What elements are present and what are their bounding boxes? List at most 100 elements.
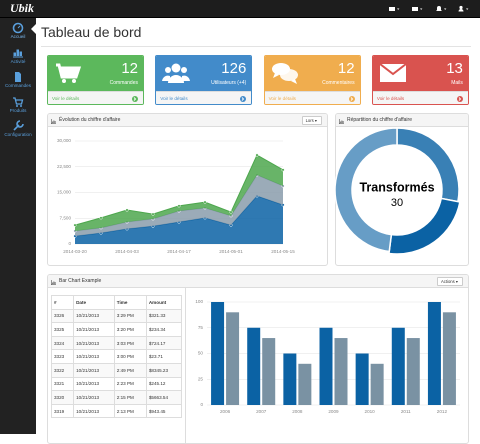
arrow-icon	[456, 96, 463, 102]
sidebar-icon	[13, 120, 24, 131]
sidebar-label[interactable]: Activité	[10, 58, 26, 64]
table-cell: 3323	[50, 349, 75, 364]
stat-value: 13	[446, 60, 463, 77]
user-icon[interactable]	[459, 5, 463, 10]
sidebar: Accueil Activité Commandes Produits Configur…	[0, 18, 36, 434]
table-cell: 10/21/2013	[73, 403, 115, 419]
bell-icon[interactable]	[436, 6, 442, 11]
donut-panel: Répartition du chiffre d'affaire	[335, 113, 469, 266]
panel-icon	[51, 280, 56, 285]
panel-heading: Bar Chart Example Actions ▾	[48, 275, 468, 288]
sidebar-label[interactable]: Produits	[9, 107, 27, 113]
sidebar-item[interactable]: Accueil	[0, 22, 36, 39]
table-row: 3322 10/21/2013 2:49 PM $8345.23	[50, 362, 183, 378]
table-row: 3321 10/21/2013 2:23 PM $245.12	[50, 376, 183, 392]
panel-title: Répartition du chiffre d'affaire	[347, 117, 412, 123]
arrow-icon	[132, 96, 138, 102]
table-cell: 3320	[50, 390, 75, 405]
stat-link[interactable]: Voir le détails	[160, 96, 188, 101]
stat-label: Commandes	[109, 80, 138, 86]
stat-label: Mails	[451, 80, 463, 86]
sidebar-item[interactable]: Activité	[0, 47, 36, 64]
panel-heading: Répartition du chiffre d'affaire	[336, 114, 468, 127]
stat-head: 126 Utilisateurs (+4)	[156, 56, 252, 91]
dropdown[interactable]: Lors ▾	[301, 116, 322, 125]
page-title: Tableau de bord	[41, 24, 142, 40]
sidebar-item[interactable]: Commandes	[0, 71, 36, 88]
table-cell: 3:29 PM	[113, 308, 147, 324]
stat-icon	[162, 63, 191, 83]
table-cell: 3321	[50, 376, 75, 392]
stat-footer[interactable]: Voir le détails	[372, 91, 468, 104]
table-cell: $5663.54	[145, 390, 183, 405]
table-cell: $234.34	[145, 322, 183, 337]
orders-table: # Date Time Amount 3326 10/21/2013 3:29 PM $321…	[50, 295, 183, 419]
dropdown-label[interactable]: Actions	[441, 279, 455, 284]
tasks-icon[interactable]	[412, 7, 418, 11]
sidebar-label[interactable]: Accueil	[10, 34, 26, 39]
table-cell: $321.33	[145, 308, 183, 324]
table-cell: 10/21/2013	[73, 349, 115, 364]
panel-title: Bar Chart Example	[59, 278, 102, 284]
dropdown[interactable]: Actions ▾	[437, 277, 463, 286]
table-cell: 10/21/2013	[73, 362, 115, 378]
panel-heading: Évolution du chiffre d'affaire Lors ▾	[48, 114, 327, 127]
stat-icon	[379, 63, 407, 82]
separator	[185, 288, 186, 443]
sidebar-icon	[15, 72, 21, 82]
sidebar-item[interactable]: Produits	[0, 96, 36, 113]
stat-box: 126 Utilisateurs (+4) Voir le détails	[155, 55, 253, 105]
table-cell: 3319	[50, 403, 75, 419]
header-cell: Date	[73, 295, 115, 310]
sidebar-label[interactable]: Commandes	[4, 83, 32, 88]
table-cell: 2:13 PM	[113, 403, 147, 419]
table-cell: 3:00 PM	[113, 349, 147, 364]
stat-label: Utilisateurs (+4)	[211, 80, 247, 86]
stat-head: 12 Commandes	[48, 56, 143, 91]
stat-head: 12 Commentaires	[264, 56, 360, 91]
stat-label: Commentaires	[322, 80, 355, 86]
table-cell: 10/21/2013	[73, 390, 115, 405]
table-cell: $245.12	[145, 376, 183, 392]
brand[interactable]: Ubik	[10, 1, 34, 15]
bar-panel: Bar Chart Example Actions ▾ # Date Time Amo…	[47, 274, 469, 444]
table-cell: 3324	[50, 335, 75, 351]
sidebar-label[interactable]: Configuration	[4, 132, 32, 137]
stat-footer[interactable]: Voir le détails	[264, 91, 360, 104]
mail-icon[interactable]	[389, 7, 395, 11]
stat-value: 12	[337, 60, 355, 77]
table-cell: 2:49 PM	[113, 362, 147, 378]
stat-link[interactable]: Voir le détails	[52, 96, 80, 101]
sidebar-item[interactable]: Configuration	[0, 120, 36, 137]
header-cell: #	[50, 295, 75, 310]
stat-icon	[56, 63, 82, 83]
table-cell: 2:23 PM	[113, 376, 147, 392]
arrow-icon	[348, 96, 355, 102]
stat-link[interactable]: Voir le détails	[268, 96, 296, 101]
sidebar-icon	[13, 49, 23, 57]
table-cell: $943.45	[145, 403, 183, 419]
table-row: 3325 10/21/2013 3:20 PM $234.34	[50, 322, 183, 337]
dropdown-label[interactable]: Lors	[305, 118, 314, 123]
top-icons	[389, 5, 469, 12]
table-cell: 3325	[50, 322, 75, 337]
table-cell: 10/21/2013	[73, 308, 115, 324]
table-row: 3319 10/21/2013 2:13 PM $943.45	[50, 403, 183, 419]
panel-icons	[51, 119, 344, 124]
stat-box: 12 Commentaires Voir le détails	[263, 55, 361, 105]
stat-box: 12 Commandes Voir le détails	[47, 55, 144, 105]
table-cell: 10/21/2013	[73, 335, 115, 351]
sidebar-icon	[13, 96, 24, 107]
stat-icon	[271, 63, 298, 84]
stat-link[interactable]: Voir le détails	[376, 96, 405, 101]
table-cell: $23.71	[145, 349, 183, 364]
sidebar-icon	[12, 22, 24, 34]
table-cell: 10/21/2013	[73, 322, 115, 337]
table-cell: $8345.23	[145, 362, 183, 378]
stat-footer[interactable]: Voir le détails	[48, 91, 143, 104]
stat-footer[interactable]: Voir le détails	[156, 91, 252, 104]
table-cell: 3:20 PM	[113, 322, 147, 337]
header-cell: Amount	[145, 295, 183, 310]
table-row: 3324 10/21/2013 3:03 PM $724.17	[50, 335, 183, 351]
